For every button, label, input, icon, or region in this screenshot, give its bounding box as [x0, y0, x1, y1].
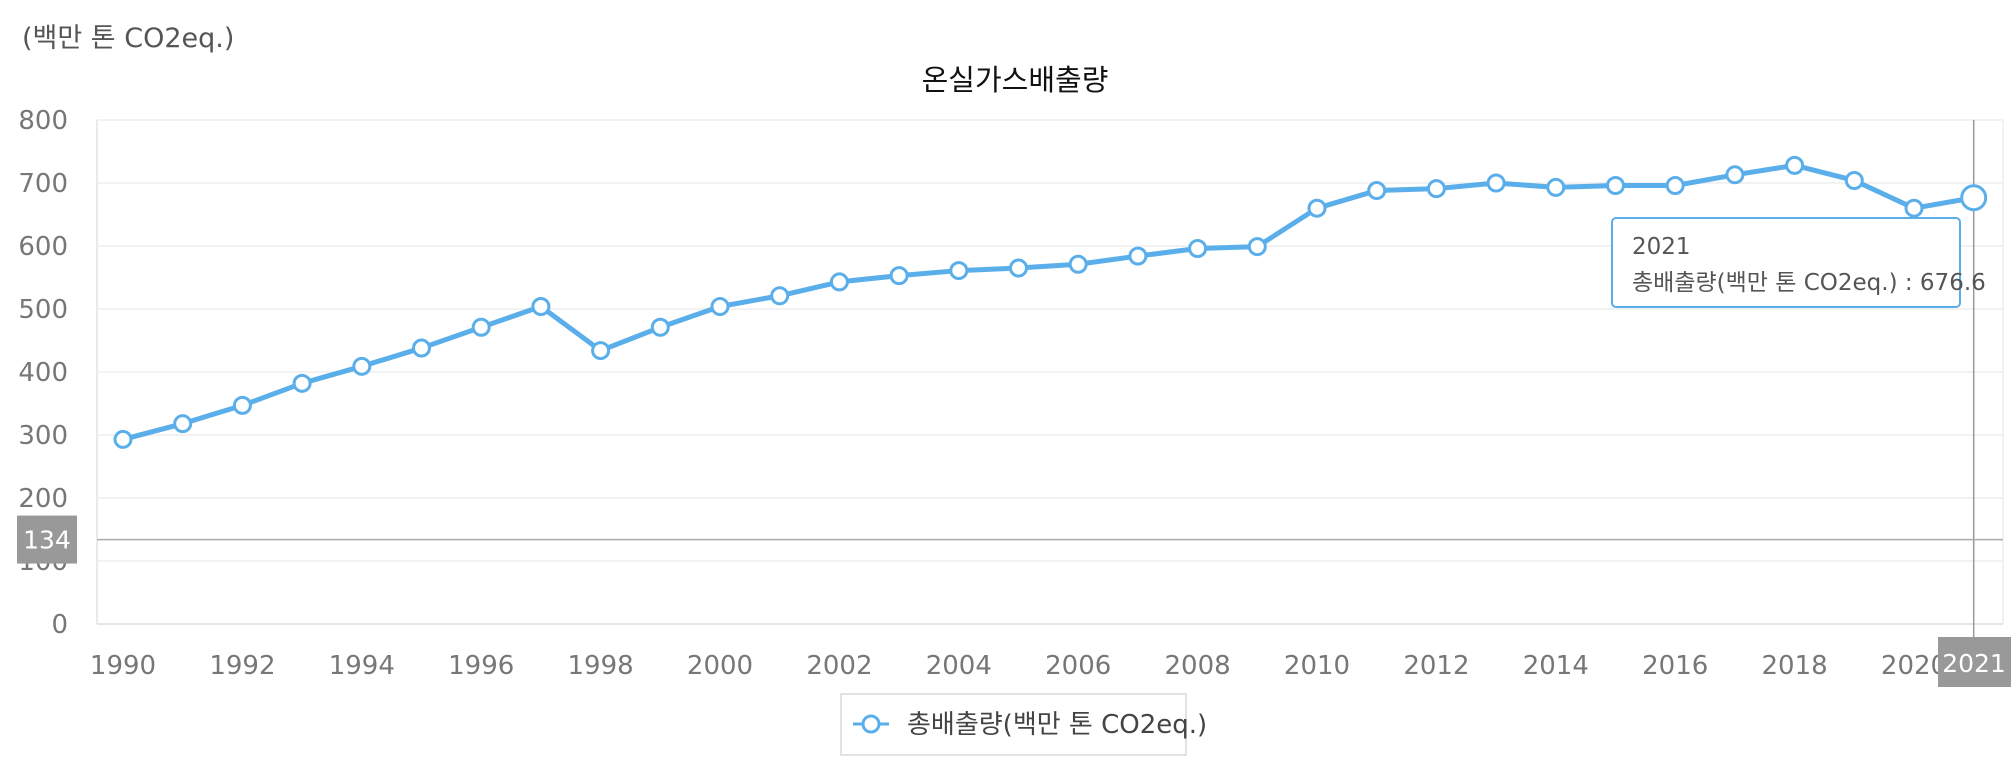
x-tick-label: 2020 — [1881, 651, 1947, 681]
data-point — [650, 317, 670, 337]
x-tick-label: 1998 — [568, 651, 634, 681]
legend-box — [840, 693, 1187, 756]
x-tick-label: 2012 — [1403, 651, 1469, 681]
x-axis-ticks: 1990 1992 1994 1996 1998 2000 2002 2004 2006 2008… — [90, 651, 1947, 681]
data-point — [710, 296, 730, 316]
y-tick-label: 200 — [18, 484, 68, 514]
tooltip-value: 676.6 — [1920, 270, 1986, 296]
data-point — [1960, 184, 1988, 212]
y-tick-label: 500 — [18, 295, 68, 325]
y-tick-label: 800 — [18, 106, 68, 136]
x-tick-label: 1996 — [448, 651, 514, 681]
x-tick-label: 2018 — [1762, 651, 1828, 681]
x-tick-label: 1992 — [209, 651, 275, 681]
x-tick-label: 2000 — [687, 651, 753, 681]
series-line — [120, 162, 1977, 442]
grid-lines — [97, 119, 2003, 625]
crosshair — [97, 120, 2003, 648]
x-crosshair-value: 2021 — [1942, 649, 2006, 678]
x-tick-label: 2006 — [1045, 651, 1111, 681]
data-point — [889, 266, 909, 286]
data-point — [1009, 258, 1028, 278]
x-tick-label: 1990 — [90, 651, 156, 681]
tooltip-series-label: 총배출량(백만 톤 CO2eq.) — [1632, 270, 1898, 296]
data-point — [1426, 179, 1446, 199]
x-tick-label: 2014 — [1523, 651, 1589, 681]
data-point — [1546, 177, 1566, 197]
data-point — [829, 272, 849, 292]
data-point — [1307, 198, 1327, 218]
y-tick-label: 0 — [51, 610, 68, 640]
chart-title: 온실가스배출량 — [922, 63, 1109, 97]
data-point — [531, 296, 551, 316]
data-point — [1665, 176, 1685, 196]
data-point — [1606, 176, 1625, 196]
data-point — [1128, 246, 1148, 266]
x-crosshair-badge — [1938, 637, 2011, 687]
legend-circle-marker — [861, 714, 881, 734]
data-point — [1068, 254, 1088, 274]
data-point — [173, 414, 193, 434]
data-point — [1188, 239, 1208, 259]
data-point — [1904, 198, 1924, 218]
x-tick-label: 2008 — [1165, 651, 1231, 681]
data-point — [1247, 237, 1267, 257]
tooltip: 2021 총배출량(백만 톤 CO2eq.) : 676.6 — [1611, 217, 1986, 308]
data-point — [1844, 170, 1864, 190]
x-tick-label: 2002 — [806, 651, 872, 681]
tooltip-box — [1611, 217, 1961, 308]
tooltip-year: 2021 — [1632, 234, 1691, 260]
y-tick-label: 600 — [18, 232, 68, 262]
legend[interactable]: 총배출량(백만 톤 CO2eq.) — [840, 693, 1207, 756]
y-tick-label: 700 — [18, 169, 68, 199]
y-tick-label: 300 — [18, 421, 68, 451]
data-point — [591, 341, 611, 361]
data-point — [1486, 173, 1506, 193]
data-point — [471, 317, 491, 337]
legend-label: 총배출량(백만 톤 CO2eq.) — [907, 710, 1207, 740]
data-point — [949, 261, 969, 281]
y-crosshair-value: 134 — [23, 526, 71, 555]
data-point — [412, 338, 431, 358]
x-tick-label: 2004 — [926, 651, 992, 681]
x-tick-label: 1994 — [329, 651, 395, 681]
data-point — [232, 395, 252, 415]
data-point — [1785, 155, 1805, 175]
y-crosshair-badge — [17, 515, 77, 564]
data-point — [113, 429, 133, 449]
data-point — [770, 286, 790, 306]
y-tick-label: 400 — [18, 358, 68, 388]
x-tick-label: 2016 — [1642, 651, 1708, 681]
data-point — [292, 373, 312, 393]
data-point — [1367, 181, 1387, 201]
tooltip-separator: : — [1898, 270, 1920, 296]
data-point — [352, 356, 372, 376]
crosshair-badges: 134 2021 — [17, 515, 2011, 687]
x-tick-label: 2010 — [1284, 651, 1350, 681]
tooltip-line: 총배출량(백만 톤 CO2eq.) : 676.6 — [1632, 270, 1986, 296]
data-point — [1725, 165, 1745, 185]
series-layer — [113, 155, 1988, 449]
unit-label: (백만 톤 CO2eq.) — [22, 23, 234, 54]
